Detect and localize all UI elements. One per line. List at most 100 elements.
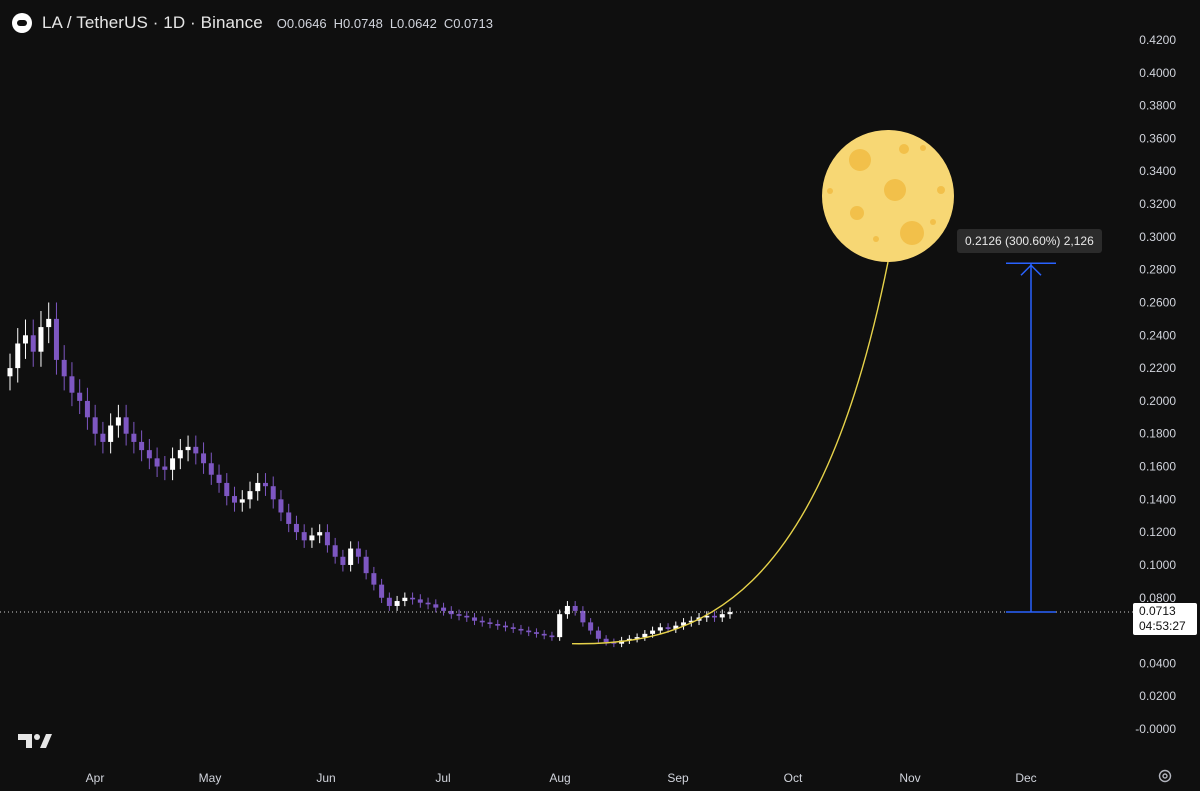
candle-body	[727, 612, 733, 615]
moon-icon	[822, 130, 954, 262]
candle-body	[92, 417, 98, 434]
candle-body	[371, 573, 377, 585]
candle-body	[665, 627, 671, 629]
candle-body	[379, 584, 385, 598]
candle-body	[61, 359, 67, 377]
y-tick-label: 0.1600	[1139, 460, 1176, 474]
x-tick-label: Dec	[1015, 771, 1036, 785]
y-tick-label: 0.0800	[1139, 591, 1176, 605]
y-tick-label: 0.3000	[1139, 230, 1176, 244]
moon-crater	[850, 206, 864, 220]
moon-crater	[937, 186, 945, 194]
candles	[7, 302, 733, 648]
measure-label: 0.2126 (300.60%) 2,126	[957, 229, 1102, 253]
tradingview-logo-icon[interactable]	[18, 732, 52, 750]
last-price: 0.0713	[1139, 604, 1176, 618]
candle-body	[7, 368, 13, 377]
candle-body	[603, 638, 609, 643]
y-tick-label: 0.1800	[1139, 427, 1176, 441]
measure-arrow	[1020, 264, 1042, 276]
candle-body	[216, 474, 222, 483]
y-tick-label: 0.3400	[1139, 164, 1176, 178]
candle-body	[162, 466, 168, 470]
candle-body	[255, 482, 261, 492]
candle-body	[270, 486, 276, 500]
x-tick-label: Jun	[316, 771, 335, 785]
candle-body	[572, 605, 578, 611]
y-tick-label: -0.0000	[1135, 722, 1176, 736]
candle-body	[193, 446, 199, 454]
symbol-title[interactable]: LA / TetherUS · 1D · Binance	[42, 13, 263, 32]
y-tick-label: 0.3200	[1139, 197, 1176, 211]
candle-body	[22, 335, 28, 344]
candle-body	[232, 496, 238, 503]
candle-body	[108, 425, 114, 442]
candle-body	[123, 417, 129, 434]
candle-body	[177, 450, 183, 459]
candle-body	[518, 628, 524, 631]
last-price-tag: 0.0713 04:53:27	[1133, 603, 1197, 635]
moon-crater	[849, 149, 871, 171]
candle-body	[185, 446, 191, 451]
candle-body	[533, 632, 539, 634]
ohlc-high: H0.0748	[333, 15, 383, 31]
y-tick-label: 0.2600	[1139, 295, 1176, 309]
candle-body	[247, 491, 253, 500]
candle-body	[355, 548, 361, 557]
candle-body	[650, 630, 656, 634]
candle-body	[15, 343, 21, 369]
candle-body	[712, 615, 718, 618]
candle-body	[239, 499, 245, 503]
x-tick-label: Oct	[784, 771, 803, 785]
candle-body	[410, 597, 416, 600]
ohlc-open: O0.0646	[276, 15, 327, 31]
x-tick-label: Jul	[435, 771, 450, 785]
candle-body	[425, 602, 431, 605]
moon-crater	[827, 188, 833, 194]
y-tick-label: 0.2400	[1139, 328, 1176, 342]
candle-body	[84, 400, 90, 418]
candle-body	[146, 450, 152, 459]
candle-body	[154, 458, 160, 467]
moon-crater	[920, 145, 926, 151]
x-tick-label: May	[199, 771, 222, 785]
candle-body	[417, 599, 423, 603]
candle-body	[170, 458, 176, 470]
x-tick-label: Aug	[549, 771, 570, 785]
ohlc-close: C0.0713	[443, 15, 493, 31]
candle-body	[53, 318, 59, 360]
chart-header: LA / TetherUS · 1D · Binance O0.0646 H0.…	[12, 12, 493, 34]
candle-body	[69, 376, 75, 393]
candle-body	[386, 597, 392, 606]
y-tick-label: 0.2800	[1139, 263, 1176, 277]
chart-overlays	[0, 130, 1133, 645]
moon-crater	[899, 144, 909, 154]
candle-body	[348, 548, 354, 565]
parabolic-curve	[571, 261, 889, 645]
candle-body	[208, 463, 214, 475]
candle-body	[324, 532, 330, 546]
candle-body	[317, 532, 323, 536]
candle-body	[588, 622, 594, 631]
y-tick-label: 0.2000	[1139, 394, 1176, 408]
x-tick-label: Apr	[86, 771, 105, 785]
candle-body	[363, 556, 369, 574]
candle-body	[487, 622, 493, 625]
candle-body	[479, 620, 485, 623]
candle-body	[526, 630, 532, 633]
candle-body	[634, 637, 640, 639]
moon-crater	[873, 236, 879, 242]
y-tick-label: 0.3600	[1139, 131, 1176, 145]
candle-body	[301, 532, 307, 541]
candle-body	[472, 617, 478, 621]
candle-body	[402, 597, 408, 602]
x-tick-label: Sep	[667, 771, 689, 785]
settings-gear-icon[interactable]	[1157, 768, 1173, 784]
candle-body	[464, 615, 470, 618]
candle-body	[642, 633, 648, 638]
candle-body	[332, 545, 338, 557]
y-tick-label: 0.4200	[1139, 33, 1176, 47]
candle-body	[77, 392, 83, 401]
ohlc-low: L0.0642	[389, 15, 437, 31]
